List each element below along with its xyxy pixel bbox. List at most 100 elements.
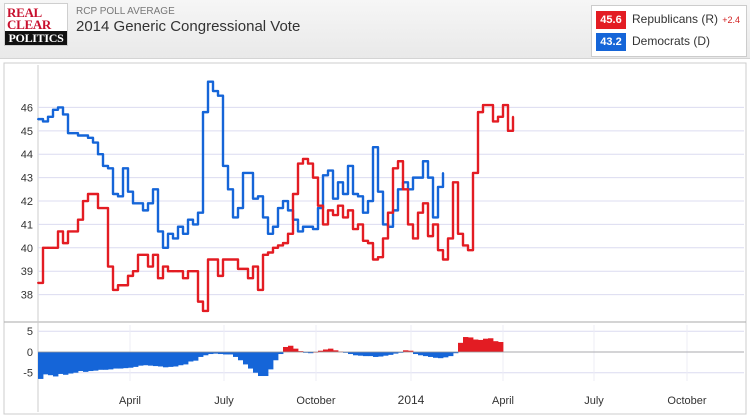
- spread-bar[interactable]: [223, 351, 229, 355]
- spread-bar[interactable]: [98, 351, 104, 370]
- democrats-line-point[interactable]: [202, 111, 204, 114]
- spread-bar[interactable]: [318, 350, 324, 352]
- republicans-line-point[interactable]: [127, 274, 129, 277]
- spread-bar[interactable]: [58, 351, 64, 374]
- democrats-line-point[interactable]: [382, 223, 384, 226]
- spread-bar[interactable]: [388, 351, 394, 355]
- republicans-line-point[interactable]: [52, 246, 54, 249]
- spread-bar[interactable]: [413, 351, 419, 355]
- democrats-line-point[interactable]: [97, 153, 99, 156]
- spread-bar[interactable]: [478, 339, 484, 352]
- democrats-line-point[interactable]: [282, 200, 284, 203]
- democrats-line-point[interactable]: [287, 209, 289, 212]
- republicans-line-point[interactable]: [82, 200, 84, 203]
- democrats-line-point[interactable]: [337, 181, 339, 184]
- spread-bar[interactable]: [383, 351, 389, 356]
- republicans-line-point[interactable]: [167, 270, 169, 273]
- spread-bar[interactable]: [153, 351, 159, 367]
- republicans-line-point[interactable]: [347, 209, 349, 212]
- republicans-line-point[interactable]: [197, 300, 199, 303]
- rcp-logo[interactable]: REAL CLEAR POLITICS: [4, 3, 68, 46]
- spread-bar[interactable]: [498, 342, 504, 352]
- spread-bar[interactable]: [323, 349, 329, 352]
- republicans-line-point[interactable]: [72, 230, 74, 233]
- democrats-line-point[interactable]: [92, 141, 94, 144]
- democrats-line-point[interactable]: [172, 237, 174, 240]
- democrats-line-point[interactable]: [132, 202, 134, 205]
- spread-bar[interactable]: [173, 351, 179, 367]
- spread-bar[interactable]: [133, 351, 139, 367]
- spread-bar[interactable]: [123, 351, 129, 369]
- republicans-line-point[interactable]: [357, 223, 359, 226]
- democrats-line-point[interactable]: [137, 202, 139, 205]
- spread-bar[interactable]: [53, 351, 59, 377]
- republicans-line-point[interactable]: [47, 246, 49, 249]
- republicans-line-point[interactable]: [57, 230, 59, 233]
- republicans-line-point[interactable]: [412, 237, 414, 240]
- spread-bar[interactable]: [93, 351, 99, 371]
- democrats-line-point[interactable]: [347, 164, 349, 167]
- democrats-line-point[interactable]: [322, 174, 324, 177]
- republicans-line-point[interactable]: [322, 223, 324, 226]
- spread-bar[interactable]: [473, 339, 479, 352]
- spread-bar[interactable]: [273, 351, 279, 361]
- republicans-line-point[interactable]: [157, 277, 159, 280]
- democrats-line-point[interactable]: [127, 190, 129, 193]
- democrats-line-point[interactable]: [307, 225, 309, 228]
- republicans-line-point[interactable]: [132, 270, 134, 273]
- spread-bar[interactable]: [63, 351, 69, 375]
- democrats-line-point[interactable]: [357, 195, 359, 198]
- democrats-line-point[interactable]: [277, 207, 279, 210]
- democrats-line-point[interactable]: [117, 195, 119, 198]
- democrats-line-point[interactable]: [272, 225, 274, 228]
- spread-bar[interactable]: [183, 351, 189, 365]
- republicans-line-point[interactable]: [332, 214, 334, 217]
- democrats-line-point[interactable]: [432, 216, 434, 219]
- spread-bar[interactable]: [43, 351, 49, 375]
- republicans-line-point[interactable]: [102, 207, 104, 210]
- democrats-line-point[interactable]: [377, 190, 379, 193]
- democrats-line-point[interactable]: [42, 120, 44, 123]
- republicans-line-point[interactable]: [147, 265, 149, 268]
- democrats-line-point[interactable]: [442, 171, 444, 174]
- spread-bar[interactable]: [118, 351, 124, 369]
- democrats-line-point[interactable]: [397, 188, 399, 191]
- democrats-line-point[interactable]: [57, 106, 59, 109]
- republicans-line-point[interactable]: [472, 171, 474, 174]
- spread-bar[interactable]: [303, 351, 309, 353]
- spread-bar[interactable]: [78, 351, 84, 372]
- spread-bar[interactable]: [368, 351, 374, 357]
- spread-bar[interactable]: [218, 351, 224, 355]
- republicans-line-point[interactable]: [212, 258, 214, 261]
- spread-bar[interactable]: [293, 348, 299, 352]
- spread-bar[interactable]: [423, 351, 429, 357]
- republicans-line-point[interactable]: [187, 270, 189, 273]
- republicans-line-point[interactable]: [512, 115, 514, 118]
- democrats-line-point[interactable]: [297, 230, 299, 233]
- spread-bar[interactable]: [393, 351, 399, 354]
- democrats-line-point[interactable]: [342, 193, 344, 195]
- spread-bar[interactable]: [238, 351, 244, 361]
- democrats-line-point[interactable]: [167, 232, 169, 235]
- democrats-line-point[interactable]: [107, 167, 109, 170]
- republicans-line-point[interactable]: [142, 253, 144, 256]
- democrats-line-point[interactable]: [332, 197, 334, 200]
- spread-bar[interactable]: [193, 351, 199, 361]
- democrats-line-point[interactable]: [182, 232, 184, 235]
- spread-bar[interactable]: [83, 351, 89, 372]
- spread-bar[interactable]: [143, 351, 149, 366]
- republicans-line-point[interactable]: [447, 237, 449, 240]
- democrats-line-point[interactable]: [157, 230, 159, 233]
- spread-bar[interactable]: [213, 351, 219, 354]
- republicans-line-point[interactable]: [92, 193, 94, 195]
- democrats-line-point[interactable]: [52, 108, 54, 111]
- republicans-line[interactable]: [38, 103, 515, 313]
- republicans-line-point[interactable]: [287, 232, 289, 235]
- spread-bar[interactable]: [198, 351, 204, 357]
- spread-bar[interactable]: [203, 351, 209, 356]
- spread-bar[interactable]: [228, 351, 234, 355]
- spread-bar[interactable]: [208, 351, 214, 355]
- republicans-line-point[interactable]: [282, 242, 284, 245]
- democrats-line-point[interactable]: [47, 115, 49, 118]
- spread-bar[interactable]: [433, 351, 439, 358]
